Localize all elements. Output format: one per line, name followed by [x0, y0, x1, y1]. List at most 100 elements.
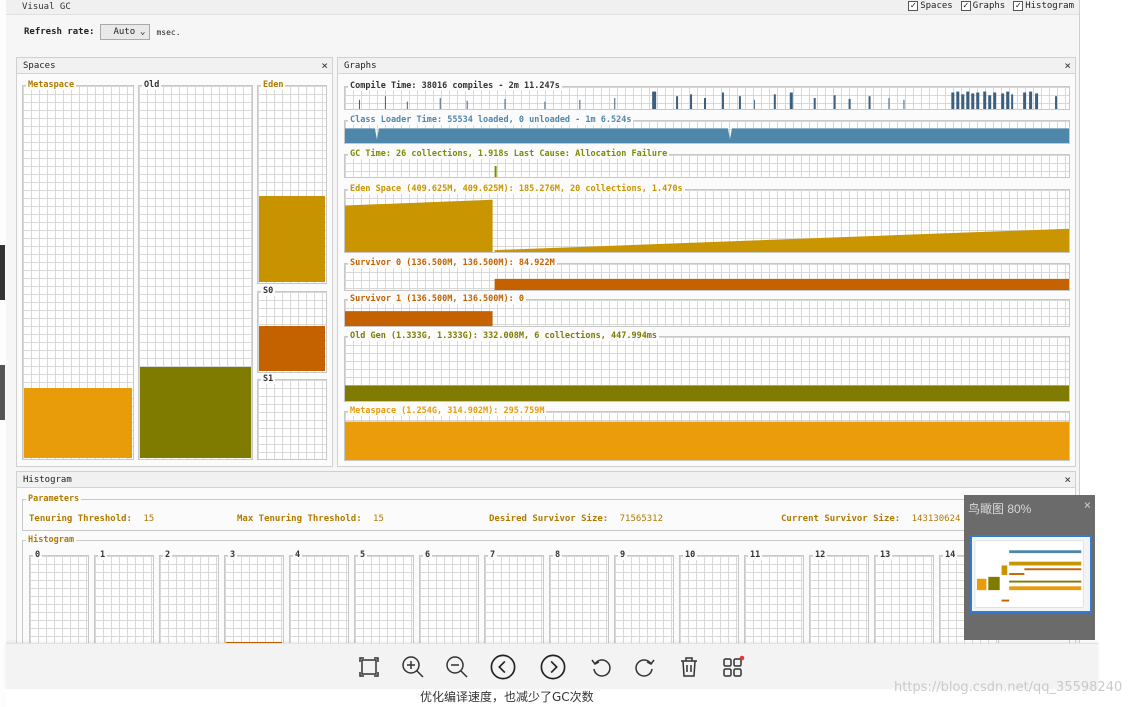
compile-time-label: Compile Time: 38016 compiles - 2m 11.247…: [348, 81, 562, 91]
toggle-spaces[interactable]: ✓ Spaces: [908, 1, 953, 11]
edge-mark: [0, 245, 5, 300]
survivor0-label: Survivor 0 (136.500M, 136.500M): 84.922M: [348, 258, 557, 268]
histogram-bin: 8: [549, 550, 609, 650]
previous-button[interactable]: [490, 654, 516, 680]
histogram-bin-label: 3: [228, 550, 238, 560]
toggle-histogram[interactable]: ✓ Histogram: [1013, 1, 1074, 11]
param-current-survivor: Current Survivor Size: 143130624: [781, 514, 961, 524]
param-desired-survivor: Desired Survivor Size: 71565312: [489, 514, 663, 524]
edge-mark: [0, 365, 5, 420]
more-apps-button[interactable]: [720, 654, 746, 680]
close-icon[interactable]: ×: [1064, 473, 1071, 486]
app-title: Visual GC: [22, 2, 71, 12]
old-space: Old: [138, 80, 253, 460]
old-gen-area: [345, 385, 1069, 401]
watermark: https://blog.csdn.net/qq_35598240: [894, 680, 1123, 695]
gc-time-label: GC Time: 26 collections, 1.918s Last Cau…: [348, 149, 670, 159]
histogram-bin: 2: [159, 550, 219, 650]
class-loader-graph: Class Loader Time: 55534 loaded, 0 unloa…: [344, 115, 1070, 144]
overview-thumbnail-image: [974, 540, 1084, 608]
old-label: Old: [142, 80, 162, 90]
old-gen-graph: Old Gen (1.333G, 1.333G): 332.008M, 6 co…: [344, 331, 1070, 402]
delete-icon: [681, 657, 697, 677]
survivor1-label: Survivor 1 (136.500M, 136.500M): 0: [348, 294, 526, 304]
image-viewer-toolbar: [6, 643, 1098, 689]
class-loader-fill: [345, 128, 1069, 143]
gc-time-spike: [494, 166, 497, 177]
spaces-panel-header: Spaces ×: [17, 58, 332, 74]
next-icon: [540, 654, 566, 680]
histogram-bin: 1: [94, 550, 154, 650]
checkbox-icon[interactable]: ✓: [1013, 1, 1024, 11]
close-icon[interactable]: ×: [1083, 498, 1091, 512]
eden-space-area: [345, 199, 1069, 252]
fit-screen-button[interactable]: [356, 654, 382, 680]
histogram-bin: 3: [224, 550, 284, 650]
histogram-bin-label: 1: [98, 550, 108, 560]
parameters-label: Parameters: [26, 494, 82, 504]
s0-space: S0: [257, 286, 327, 373]
parameters-box: Parameters Tenuring Threshold: 15 Max Te…: [22, 494, 1070, 531]
chevron-down-icon: ⌄: [140, 27, 146, 37]
toggle-graphs[interactable]: ✓ Graphs: [960, 1, 1005, 11]
refresh-row: Refresh rate: Auto ⌄ msec.: [24, 24, 181, 40]
histogram-bin: 6: [419, 550, 479, 650]
survivor1-graph: Survivor 1 (136.500M, 136.500M): 0: [344, 294, 1070, 327]
histogram-bin-label: 12: [813, 550, 828, 560]
histogram-bin: 11: [744, 550, 804, 650]
histogram-bin-label: 11: [748, 550, 763, 560]
metaspace-label: Metaspace: [26, 80, 77, 90]
gc-time-graph: GC Time: 26 collections, 1.918s Last Cau…: [344, 149, 1070, 178]
checkbox-icon[interactable]: ✓: [908, 1, 919, 11]
graphs-panel: Graphs × Compile Time: 38016 compiles - …: [337, 57, 1076, 467]
next-button[interactable]: [540, 654, 566, 680]
histogram-panel-title: Histogram: [23, 475, 72, 485]
zoom-out-button[interactable]: [444, 654, 470, 680]
delete-button[interactable]: [676, 654, 702, 680]
histogram-bin-label: 14: [943, 550, 958, 560]
histogram-bin: 9: [614, 550, 674, 650]
close-icon[interactable]: ×: [1064, 59, 1071, 72]
overview-panel[interactable]: 鸟瞰图 80% ×: [964, 495, 1095, 640]
histogram-bin: 5: [354, 550, 414, 650]
s1-space: S1: [257, 374, 327, 460]
eden-space-graph: Eden Space (409.625M, 409.625M): 185.276…: [344, 184, 1070, 253]
histogram-box: Histogram 0 1 2 3 4 5 6 7 8 9 10 11 12 13 14: [22, 535, 1070, 650]
refresh-rate-select[interactable]: Auto ⌄: [100, 24, 151, 40]
s0-fill: [259, 326, 325, 371]
metaspace-graph-label: Metaspace (1.254G, 314.902M): 295.759M: [348, 406, 547, 416]
fit-screen-icon: [359, 657, 379, 677]
refresh-unit: msec.: [156, 27, 181, 37]
left-edge: [0, 0, 6, 707]
histogram-bin: 13: [874, 550, 934, 650]
close-icon[interactable]: ×: [321, 59, 328, 72]
histogram-bin-label: 5: [358, 550, 368, 560]
histogram-bin-label: 0: [33, 550, 43, 560]
histogram-bin: 4: [289, 550, 349, 650]
overview-thumbnail[interactable]: [970, 535, 1092, 613]
survivor0-graph: Survivor 0 (136.500M, 136.500M): 84.922M: [344, 258, 1070, 291]
histogram-panel-header: Histogram ×: [17, 472, 1075, 488]
metaspace-graph: Metaspace (1.254G, 314.902M): 295.759M: [344, 406, 1070, 461]
eden-space: Eden: [257, 80, 327, 284]
histogram-bin: 12: [809, 550, 869, 650]
graphs-panel-header: Graphs ×: [338, 58, 1075, 74]
refresh-label: Refresh rate:: [24, 27, 95, 37]
metaspace-fill: [24, 388, 132, 458]
eden-label: Eden: [261, 80, 286, 90]
rotate-right-icon: [635, 659, 655, 677]
rotate-left-button[interactable]: [588, 654, 614, 680]
graphs-panel-title: Graphs: [344, 61, 377, 71]
rotate-right-button[interactable]: [632, 654, 658, 680]
histogram-bin-label: 13: [878, 550, 893, 560]
app-header: Visual GC ✓ Spaces ✓ Graphs ✓ Histogram: [6, 0, 1079, 15]
visual-gc-window: Visual GC ✓ Spaces ✓ Graphs ✓ Histogram Ref…: [6, 0, 1080, 650]
histogram-bin-label: 8: [553, 550, 563, 560]
histogram-bin-label: 6: [423, 550, 433, 560]
zoom-in-button[interactable]: [400, 654, 426, 680]
histogram-bin: 10: [679, 550, 739, 650]
compile-time-spikes: [358, 91, 1058, 109]
s0-label: S0: [261, 286, 276, 296]
checkbox-icon[interactable]: ✓: [960, 1, 971, 11]
metaspace-space: Metaspace: [22, 80, 134, 460]
